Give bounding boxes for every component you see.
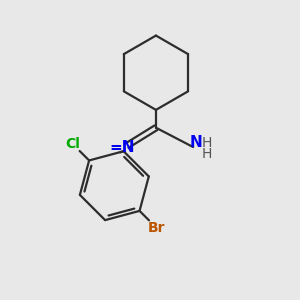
Text: H: H xyxy=(201,136,212,150)
Text: =N: =N xyxy=(109,140,134,154)
Text: Cl: Cl xyxy=(65,136,80,151)
Text: N: N xyxy=(190,135,202,150)
Text: Br: Br xyxy=(148,221,166,235)
Text: H: H xyxy=(201,147,212,160)
